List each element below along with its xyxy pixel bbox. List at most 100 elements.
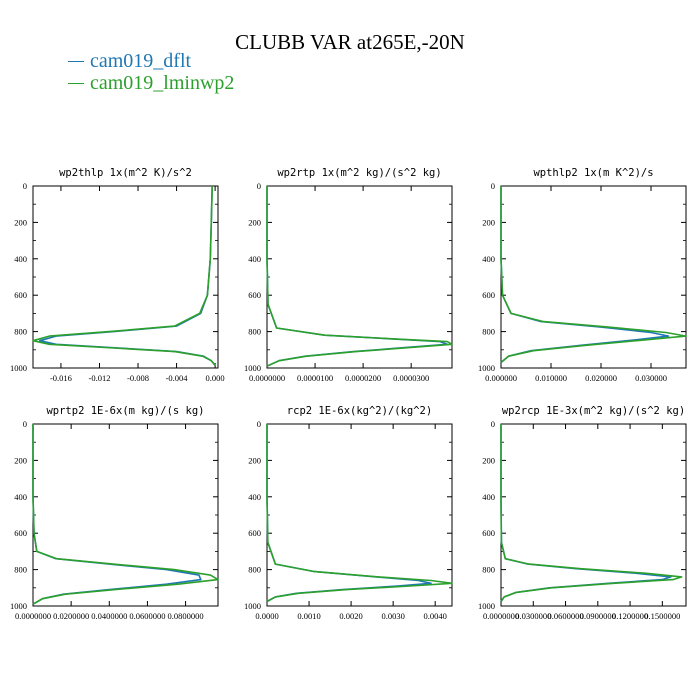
y-tick-label: 1000 bbox=[244, 601, 261, 611]
series-line-dflt bbox=[38, 185, 216, 366]
x-tick-label: 0.010000 bbox=[535, 373, 567, 383]
x-tick-label: -0.012 bbox=[89, 373, 111, 383]
series-line-dflt bbox=[32, 424, 202, 605]
y-tick-label: 1000 bbox=[10, 363, 27, 373]
legend-item-lminwp2: cam019_lminwp2 bbox=[68, 72, 234, 94]
y-tick-label: 800 bbox=[482, 327, 495, 337]
panel-title: wp2rtp 1x(m^2 kg)/(s^2 kg) bbox=[277, 167, 441, 179]
chart-panel-5: rcp2 1E-6x(kg^2)/(kg^2) 0 200 400 600 800 1000… bbox=[244, 405, 453, 621]
x-tick-label: 0.0600000 bbox=[547, 611, 583, 621]
x-tick-label: 0.0000000 bbox=[15, 611, 51, 621]
chart-panel-1: wp2thlp 1x(m^2 K)/s^2 0 200 400 600 800 1000 -0… bbox=[10, 167, 225, 383]
y-tick-label: 800 bbox=[248, 565, 261, 575]
x-tick-label: 0.020000 bbox=[585, 373, 617, 383]
y-tick-label: 0 bbox=[257, 181, 261, 191]
x-tick-label: 0.000000 bbox=[485, 373, 517, 383]
y-tick-label: 200 bbox=[14, 217, 27, 227]
x-tick-label: 0.0000200 bbox=[345, 373, 381, 383]
y-tick-label: 0 bbox=[23, 181, 27, 191]
legend-swatch-dflt bbox=[68, 60, 84, 62]
y-tick-label: 400 bbox=[248, 254, 261, 264]
plot-frame bbox=[32, 185, 219, 369]
plot-frame bbox=[500, 423, 687, 607]
y-tick-label: 400 bbox=[482, 492, 495, 502]
y-tick-label: 0 bbox=[257, 419, 261, 429]
x-tick-label: 0.0000 bbox=[255, 611, 278, 621]
series-line-lminwp2 bbox=[500, 186, 687, 364]
chart-panel-3: wpthlp2 1x(m K^2)/s 0 200 400 600 800 10000.00… bbox=[478, 167, 687, 383]
series-line-lminwp2 bbox=[500, 424, 683, 602]
chart-panel-2: wp2rtp 1x(m^2 kg)/(s^2 kg) 0 200 400 600 800 1… bbox=[244, 167, 453, 383]
series-line-dflt bbox=[500, 424, 672, 602]
y-tick-label: 400 bbox=[14, 254, 27, 264]
panel-title: wprtp2 1E-6x(m kg)/(s kg) bbox=[46, 405, 204, 417]
y-tick-label: 200 bbox=[248, 455, 261, 465]
x-tick-label: 0.000 bbox=[206, 373, 225, 383]
x-tick-label: 0.0010 bbox=[297, 611, 320, 621]
y-tick-label: 400 bbox=[482, 254, 495, 264]
x-tick-label: 0.1500000 bbox=[644, 611, 680, 621]
series-line-lminwp2 bbox=[266, 186, 453, 367]
x-tick-label: 0.0030 bbox=[381, 611, 404, 621]
y-tick-label: 1000 bbox=[478, 601, 495, 611]
x-tick-label: -0.008 bbox=[127, 373, 149, 383]
y-tick-label: 0 bbox=[23, 419, 27, 429]
plot-frame bbox=[32, 423, 219, 607]
y-tick-label: 0 bbox=[491, 181, 495, 191]
y-tick-label: 600 bbox=[482, 528, 495, 538]
y-tick-label: 200 bbox=[482, 217, 495, 227]
y-tick-label: 800 bbox=[482, 565, 495, 575]
y-tick-label: 400 bbox=[248, 492, 261, 502]
legend-swatch-lminwp2 bbox=[68, 82, 84, 84]
y-tick-label: 600 bbox=[248, 290, 261, 300]
y-tick-label: 600 bbox=[14, 528, 27, 538]
x-tick-label: -0.004 bbox=[166, 373, 189, 383]
x-tick-label: -0.016 bbox=[50, 373, 72, 383]
y-tick-label: 200 bbox=[14, 455, 27, 465]
y-tick-label: 600 bbox=[482, 290, 495, 300]
x-tick-label: 0.0000300 bbox=[393, 373, 429, 383]
y-tick-label: 1000 bbox=[478, 363, 495, 373]
chart-panel-6: wp2rcp 1E-3x(m^2 kg)/(s^2 kg) 0 200 400 600 8… bbox=[478, 405, 687, 621]
panel-title: rcp2 1E-6x(kg^2)/(kg^2) bbox=[287, 405, 432, 417]
series-line-dflt bbox=[266, 186, 449, 367]
chart-panel-4: wprtp2 1E-6x(m kg)/(s kg) 0 200 400 600 800 10… bbox=[10, 405, 219, 621]
y-tick-label: 1000 bbox=[244, 363, 261, 373]
x-tick-label: 0.0400000 bbox=[91, 611, 127, 621]
panel-title: wp2thlp 1x(m^2 K)/s^2 bbox=[59, 167, 192, 179]
panel-title: wp2rcp 1E-3x(m^2 kg)/(s^2 kg) bbox=[502, 405, 685, 417]
plot-frame bbox=[266, 423, 453, 607]
legend: cam019_dflt cam019_lminwp2 bbox=[68, 50, 234, 94]
x-tick-label: 0.0900000 bbox=[580, 611, 616, 621]
y-tick-label: 0 bbox=[491, 419, 495, 429]
y-tick-label: 400 bbox=[14, 492, 27, 502]
x-tick-label: 0.0200000 bbox=[53, 611, 89, 621]
x-tick-label: 0.0040 bbox=[423, 611, 446, 621]
legend-label-dflt: cam019_dflt bbox=[90, 49, 192, 72]
y-tick-label: 800 bbox=[14, 565, 27, 575]
series-line-lminwp2 bbox=[32, 185, 216, 366]
series-line-dflt bbox=[500, 186, 670, 364]
x-tick-label: 0.0020 bbox=[339, 611, 362, 621]
series-line-lminwp2 bbox=[32, 424, 219, 605]
figure-title: CLUBB VAR at265E,-20N bbox=[235, 30, 465, 54]
x-tick-label: 0.030000 bbox=[635, 373, 667, 383]
x-tick-label: 0.0600000 bbox=[129, 611, 165, 621]
x-tick-label: 0.0800000 bbox=[168, 611, 204, 621]
y-tick-label: 200 bbox=[248, 217, 261, 227]
x-tick-label: 0.0300000 bbox=[515, 611, 551, 621]
x-tick-label: 0.0000000 bbox=[483, 611, 519, 621]
x-tick-label: 0.0000000 bbox=[249, 373, 285, 383]
panel-title: wpthlp2 1x(m K^2)/s bbox=[533, 167, 653, 179]
legend-label-lminwp2: cam019_lminwp2 bbox=[90, 71, 235, 94]
y-tick-label: 1000 bbox=[10, 601, 27, 611]
y-tick-label: 800 bbox=[14, 327, 27, 337]
y-tick-label: 600 bbox=[14, 290, 27, 300]
plot-frame bbox=[500, 185, 687, 369]
x-tick-label: 0.1200000 bbox=[612, 611, 648, 621]
series-line-lminwp2 bbox=[266, 424, 453, 603]
y-tick-label: 600 bbox=[248, 528, 261, 538]
y-tick-label: 200 bbox=[482, 455, 495, 465]
legend-item-dflt: cam019_dflt bbox=[68, 50, 234, 72]
